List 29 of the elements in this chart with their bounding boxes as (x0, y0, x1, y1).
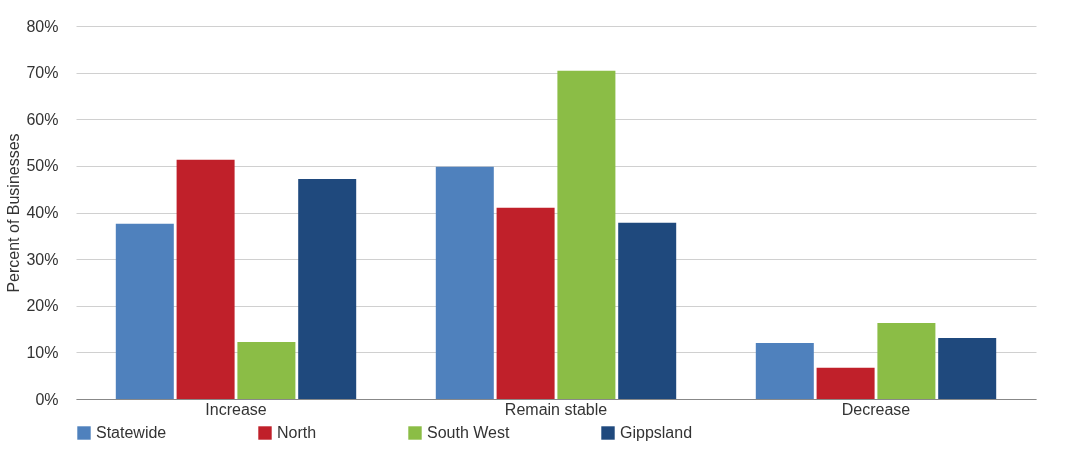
legend-label: South West (427, 424, 510, 441)
x-tick-label: Increase (205, 400, 267, 418)
legend-label: Statewide (96, 424, 167, 441)
bar (115, 223, 174, 399)
bar (557, 70, 616, 399)
bar (435, 166, 494, 399)
bar (877, 323, 936, 399)
x-tick-label: Remain stable (504, 400, 608, 418)
bar (938, 337, 997, 399)
y-axis-title: Percent of Businesses (5, 133, 23, 293)
y-tick-label: 60% (26, 110, 59, 128)
legend-label: North (277, 424, 317, 441)
bar (816, 367, 875, 399)
x-tick-label: Decrease (841, 400, 911, 418)
bar (298, 178, 357, 399)
legend-label: Gippsland (620, 424, 693, 441)
y-tick-label: 10% (26, 343, 59, 361)
bar (755, 343, 814, 399)
y-tick-label: 30% (26, 250, 59, 268)
bar (618, 222, 677, 399)
y-tick-label: 40% (26, 204, 59, 221)
y-tick-label: 80% (26, 17, 59, 35)
y-tick-label: 20% (26, 297, 59, 315)
bar (496, 207, 555, 399)
bar (176, 159, 235, 399)
bar (237, 342, 296, 399)
y-tick-label: 70% (26, 64, 59, 82)
y-tick-label: 50% (26, 157, 59, 175)
y-tick-label: 0% (35, 390, 59, 408)
